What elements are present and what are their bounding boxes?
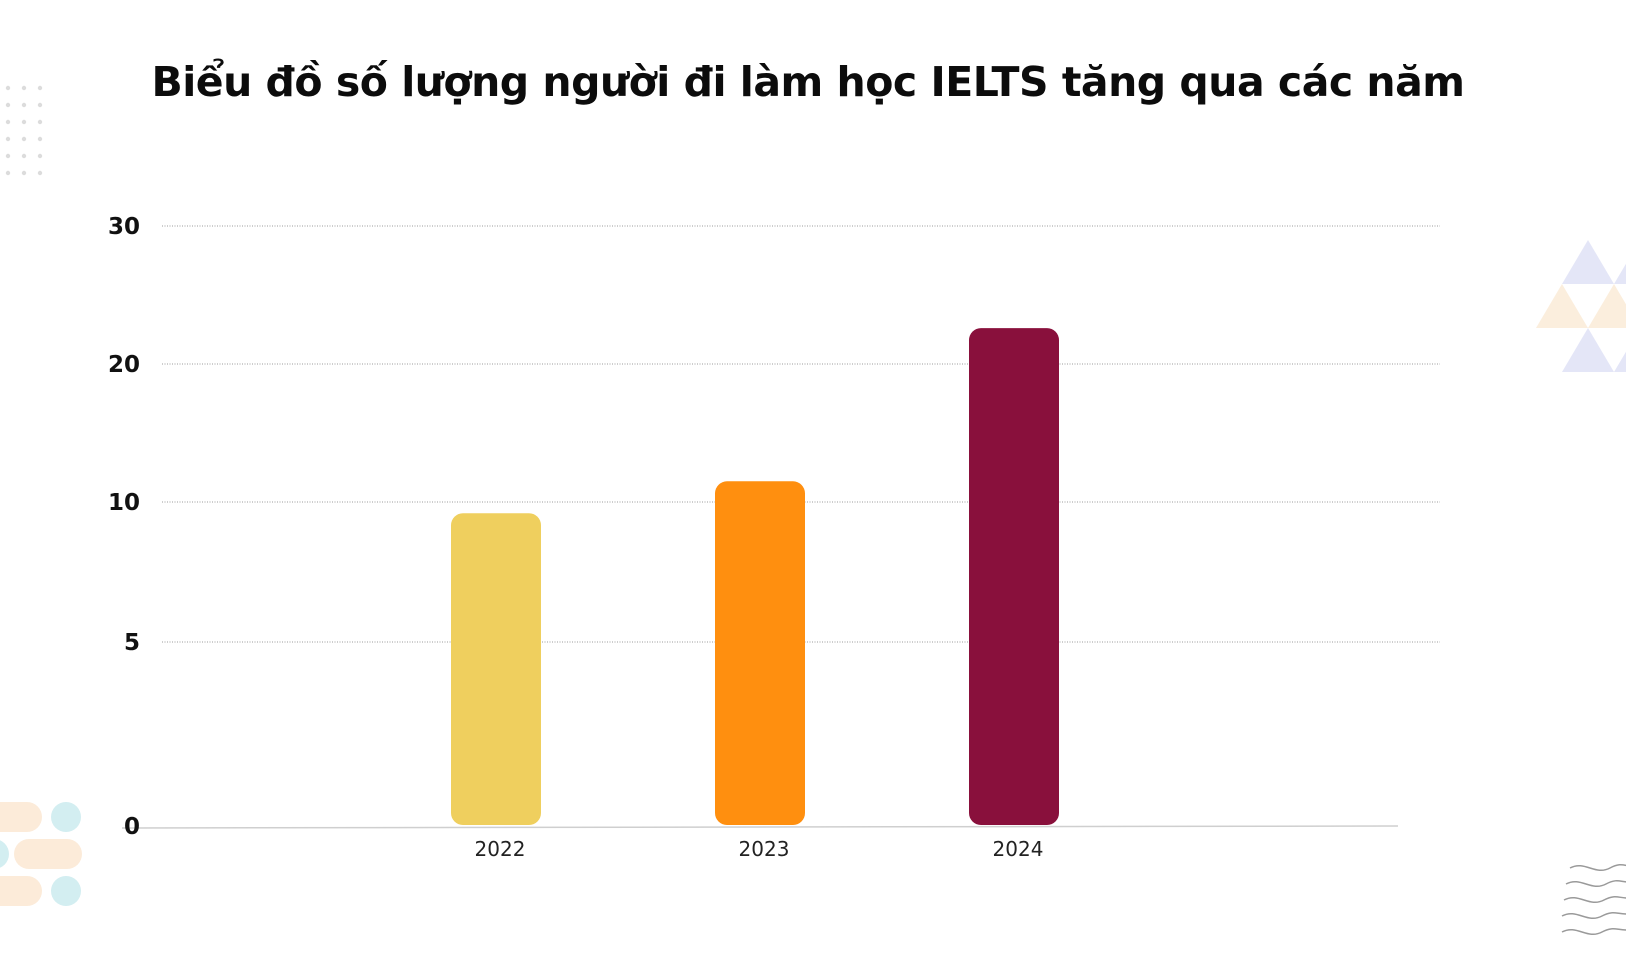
decorative-dot bbox=[5, 170, 11, 176]
y-tick-label: 0 bbox=[124, 814, 140, 840]
decorative-dot bbox=[37, 102, 43, 108]
y-axis-ticks: 0 5 10 20 30 bbox=[108, 214, 140, 840]
decorative-dot bbox=[21, 136, 27, 142]
x-axis-ticks: 2022 2023 2024 bbox=[475, 837, 1044, 861]
chart-title: Biểu đồ số lượng người đi làm học IELTS … bbox=[151, 58, 1465, 106]
decorative-dot bbox=[21, 102, 27, 108]
x-axis-line bbox=[121, 825, 1399, 829]
bar-2023 bbox=[715, 481, 805, 825]
triangle-pattern-decoration bbox=[1536, 240, 1626, 372]
bar-2022 bbox=[451, 513, 541, 825]
decorative-dot bbox=[21, 119, 27, 125]
y-tick-label: 5 bbox=[124, 630, 140, 656]
decorative-dot bbox=[5, 85, 11, 91]
decorative-dot bbox=[5, 119, 11, 125]
decorative-dot bbox=[37, 153, 43, 159]
decorative-dot bbox=[5, 102, 11, 108]
decorative-dot bbox=[5, 136, 11, 142]
x-tick-label: 2023 bbox=[739, 837, 790, 861]
bars bbox=[451, 328, 1059, 825]
decorative-dot bbox=[37, 136, 43, 142]
bar-2024 bbox=[969, 328, 1059, 825]
x-tick-label: 2024 bbox=[993, 837, 1044, 861]
y-tick-label: 20 bbox=[108, 352, 140, 378]
dot-grid-decoration bbox=[5, 85, 43, 176]
pill-pattern-decoration bbox=[0, 802, 82, 906]
wave-lines-decoration bbox=[1561, 864, 1626, 935]
x-tick-label: 2022 bbox=[475, 837, 526, 861]
decorative-dot bbox=[5, 153, 11, 159]
decorative-dot bbox=[21, 170, 27, 176]
y-tick-label: 30 bbox=[108, 214, 140, 240]
decorative-dot bbox=[37, 85, 43, 91]
y-tick-label: 10 bbox=[108, 490, 140, 516]
gridlines bbox=[121, 225, 1440, 829]
decorative-dot bbox=[37, 119, 43, 125]
decorative-dot bbox=[37, 170, 43, 176]
decorative-dot bbox=[21, 85, 27, 91]
decorative-dot bbox=[21, 153, 27, 159]
